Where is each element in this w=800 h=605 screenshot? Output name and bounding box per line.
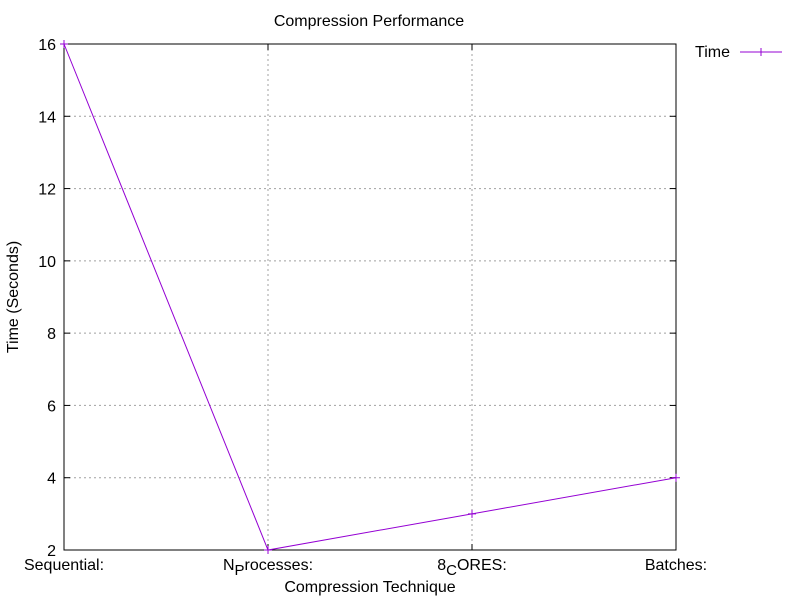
series-layer [60, 40, 680, 554]
x-axis-label: Compression Technique [284, 579, 455, 596]
axis-ticks: 2 4 6 8 10 12 14 16 Sequential: NProcesses: 8CORES… [24, 37, 707, 579]
x-tick-label: Sequential: [24, 557, 104, 574]
legend: Time [695, 44, 782, 61]
data-point [60, 40, 68, 48]
y-tick-label: 8 [47, 326, 56, 343]
y-tick-label: 16 [38, 37, 56, 54]
grid [64, 44, 676, 550]
plot-frame [63, 43, 677, 551]
y-axis-label: Time (Seconds) [5, 241, 22, 353]
chart-title: Compression Performance [274, 13, 464, 30]
y-tick-label: 12 [38, 182, 56, 199]
y-tick-label: 6 [47, 398, 56, 415]
x-tick-label: 8CORES: [437, 557, 507, 579]
data-point [264, 546, 272, 554]
data-point [672, 473, 680, 482]
legend-marker-time [757, 48, 765, 56]
data-point [468, 509, 476, 518]
x-tick-label: NProcesses: [223, 557, 313, 579]
legend-label-time: Time [695, 44, 730, 61]
series-line-time [63, 43, 677, 551]
x-tick-label: Batches: [645, 557, 707, 574]
y-tick-label: 2 [47, 543, 56, 560]
y-tick-label: 10 [38, 254, 56, 271]
y-tick-label: 4 [47, 471, 56, 488]
y-tick-label: 14 [38, 109, 56, 126]
